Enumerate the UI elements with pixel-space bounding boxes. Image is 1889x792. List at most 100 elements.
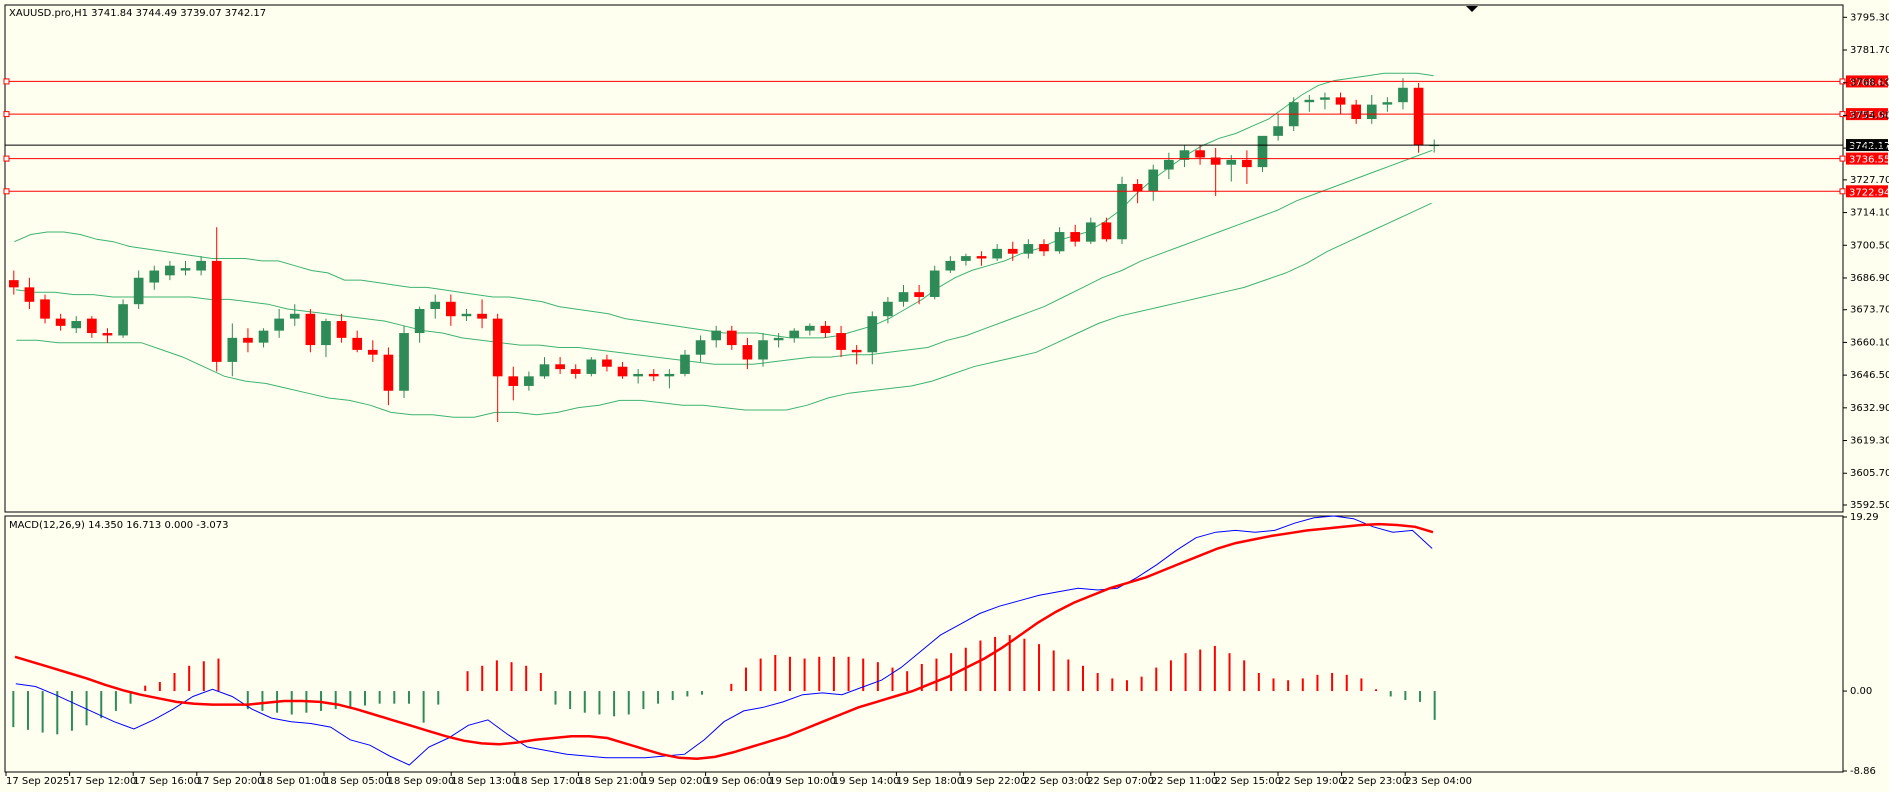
- candle: [1304, 94, 1315, 112]
- candle: [1054, 227, 1065, 254]
- level-handle-right[interactable]: [1839, 111, 1846, 118]
- candle: [914, 284, 924, 305]
- candle: [1226, 155, 1237, 182]
- candle: [243, 328, 253, 353]
- time-tick-label: 19 Sep 14:00: [833, 776, 900, 787]
- candle: [570, 364, 581, 379]
- candle: [24, 277, 35, 309]
- price-tick-label: 3646.50: [1850, 370, 1889, 381]
- time-tick-label: 22 Sep 03:00: [1024, 776, 1091, 787]
- candle: [305, 309, 316, 353]
- price-tick-label: 3660.10: [1850, 337, 1889, 348]
- candle: [883, 296, 893, 324]
- candle: [680, 349, 690, 377]
- time-tick-label: 19 Sep 22:00: [960, 776, 1027, 787]
- candle: [352, 330, 363, 353]
- level-handle-left[interactable]: [3, 78, 10, 85]
- level-handle-right[interactable]: [1839, 188, 1846, 195]
- candle: [87, 316, 97, 338]
- candle: [726, 325, 737, 350]
- candle: [1335, 92, 1346, 115]
- candle: [1085, 217, 1096, 245]
- candle: [40, 294, 50, 324]
- time-tick-label: 19 Sep 18:00: [896, 776, 963, 787]
- candle: [1023, 239, 1034, 259]
- level-handle-right[interactable]: [1839, 78, 1846, 85]
- candle: [1273, 114, 1283, 141]
- time-tick-label: 22 Sep 19:00: [1278, 776, 1345, 787]
- candle: [1242, 150, 1252, 184]
- time-tick-label: 22 Sep 11:00: [1151, 776, 1218, 787]
- candle: [1398, 78, 1408, 110]
- candle: [1179, 145, 1190, 168]
- candle: [555, 357, 565, 374]
- horizontal-levels: 3768.63 3755.04 3736.55 3722.94 3742.17: [3, 75, 1889, 198]
- macd-tick-label: 19.29: [1850, 512, 1879, 523]
- candle: [805, 323, 815, 336]
- price-tick-label: 3740.90: [1850, 143, 1889, 154]
- time-tick-label: 23 Sep 04:00: [1405, 776, 1472, 787]
- time-tick-label: 18 Sep 21:00: [578, 776, 645, 787]
- candle: [196, 256, 206, 276]
- candle: [55, 313, 66, 331]
- time-tick-label: 22 Sep 15:00: [1214, 776, 1281, 787]
- candle: [321, 318, 331, 358]
- candle: [742, 337, 753, 370]
- level-price-label: 3768.63: [1849, 77, 1889, 88]
- level-handle-left[interactable]: [3, 155, 10, 162]
- candle: [758, 333, 768, 367]
- time-tick-label: 17 Sep 12:00: [70, 776, 137, 787]
- candle: [102, 328, 113, 343]
- price-tick-label: 3619.30: [1850, 436, 1889, 447]
- macd-indicator: 19.29 0.00 -8.86: [12, 512, 1879, 777]
- time-tick-label: 17 Sep 2025: [6, 776, 69, 787]
- candle: [8, 270, 19, 295]
- price-tick-label: 3632.90: [1850, 403, 1889, 414]
- candle: [133, 270, 144, 309]
- level-price-label: 3736.55: [1849, 155, 1889, 166]
- candle: [820, 321, 831, 338]
- time-tick-label: 18 Sep 01:00: [260, 776, 327, 787]
- candle: [399, 325, 409, 398]
- level-handle-left[interactable]: [3, 188, 10, 195]
- candle: [508, 366, 519, 401]
- level-handle-right[interactable]: [1839, 155, 1846, 162]
- candle: [1366, 94, 1377, 124]
- bollinger-middle-line: [15, 149, 1433, 365]
- candle: [492, 313, 503, 423]
- chart-title: XAUUSD.pro,H1 3741.84 3744.49 3739.07 37…: [9, 8, 266, 19]
- candle: [1413, 82, 1424, 153]
- bid-price-label: 3742.17: [1849, 141, 1889, 152]
- candle: [1351, 99, 1361, 124]
- candle: [1070, 224, 1081, 247]
- price-tick-label: 3754.50: [1850, 110, 1889, 121]
- candle: [367, 340, 378, 362]
- candle: [867, 311, 878, 365]
- macd-pane-frame: [4, 515, 1844, 773]
- level-price-label: 3755.04: [1849, 110, 1889, 121]
- level-handle-left[interactable]: [3, 111, 10, 118]
- level-price-tag: [1846, 152, 1888, 165]
- price-tick-label: 3700.50: [1850, 240, 1889, 251]
- candle: [430, 294, 441, 319]
- macd-tick-label: 0.00: [1850, 686, 1872, 697]
- level-price-label: 3722.94: [1849, 187, 1889, 198]
- chart-shift-marker-icon[interactable]: [1466, 6, 1478, 12]
- macd-signal-line: [14, 522, 1434, 760]
- candle: [274, 309, 284, 338]
- candle: [258, 328, 269, 348]
- candle: [1007, 241, 1018, 261]
- time-tick-label: 22 Sep 23:00: [1342, 776, 1409, 787]
- price-tick-label: 3686.90: [1850, 273, 1889, 284]
- candle: [1382, 97, 1393, 112]
- candle: [211, 227, 222, 372]
- candle: [633, 369, 643, 384]
- time-tick-label: 19 Sep 06:00: [706, 776, 773, 787]
- candle: [524, 371, 534, 391]
- candles-group: [8, 78, 1440, 423]
- price-axis: 3795.30 3781.70 3768.10 3754.50 3740.90 3727.…: [1843, 12, 1889, 511]
- candle: [898, 284, 909, 307]
